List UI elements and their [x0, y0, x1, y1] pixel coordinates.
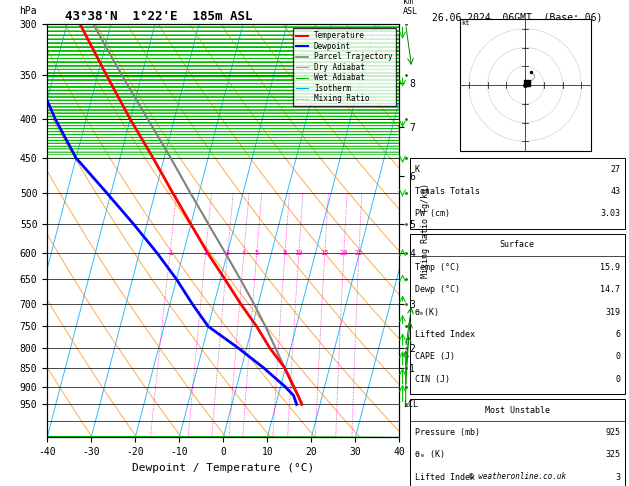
Text: 5: 5 — [255, 250, 259, 256]
Text: PW (cm): PW (cm) — [415, 209, 450, 218]
Text: K: K — [415, 165, 420, 174]
Text: Pressure (mb): Pressure (mb) — [415, 428, 480, 437]
Text: 15.9: 15.9 — [600, 263, 620, 272]
Text: 20: 20 — [340, 250, 348, 256]
Text: 27: 27 — [610, 165, 620, 174]
Text: Totals Totals: Totals Totals — [415, 187, 480, 196]
Text: 3: 3 — [615, 473, 620, 482]
Bar — [410, 399, 625, 486]
Text: 1: 1 — [168, 250, 172, 256]
X-axis label: Dewpoint / Temperature (°C): Dewpoint / Temperature (°C) — [132, 463, 314, 473]
Text: 26.06.2024  06GMT  (Base: 06): 26.06.2024 06GMT (Base: 06) — [432, 12, 603, 22]
Text: 25: 25 — [355, 250, 363, 256]
Text: Surface: Surface — [500, 241, 535, 249]
Text: 3: 3 — [226, 250, 230, 256]
Text: LCL: LCL — [403, 400, 418, 409]
Text: 0: 0 — [615, 375, 620, 383]
Text: 3.03: 3.03 — [600, 209, 620, 218]
Text: 6: 6 — [615, 330, 620, 339]
Text: © weatheronline.co.uk: © weatheronline.co.uk — [469, 472, 566, 481]
Text: 4: 4 — [242, 250, 246, 256]
Text: Most Unstable: Most Unstable — [485, 406, 550, 415]
Text: 325: 325 — [605, 451, 620, 459]
Text: CAPE (J): CAPE (J) — [415, 352, 455, 361]
Text: CIN (J): CIN (J) — [415, 375, 450, 383]
Text: Lifted Index: Lifted Index — [415, 330, 475, 339]
Text: Dewp (°C): Dewp (°C) — [415, 285, 460, 294]
Text: θₑ(K): θₑ(K) — [415, 308, 440, 316]
Bar — [410, 234, 625, 394]
Text: km
ASL: km ASL — [403, 0, 418, 16]
Text: hPa: hPa — [19, 6, 36, 16]
Text: 43: 43 — [610, 187, 620, 196]
Text: 14.7: 14.7 — [600, 285, 620, 294]
Text: θₑ (K): θₑ (K) — [415, 451, 445, 459]
Text: Lifted Index: Lifted Index — [415, 473, 475, 482]
Text: 2: 2 — [203, 250, 208, 256]
Text: 43°38'N  1°22'E  185m ASL: 43°38'N 1°22'E 185m ASL — [65, 10, 252, 23]
Text: 0: 0 — [615, 352, 620, 361]
Text: 10: 10 — [294, 250, 303, 256]
Text: 15: 15 — [321, 250, 329, 256]
Text: Mixing Ratio (g/kg): Mixing Ratio (g/kg) — [421, 183, 430, 278]
Text: Temp (°C): Temp (°C) — [415, 263, 460, 272]
Text: 8: 8 — [283, 250, 287, 256]
Legend: Temperature, Dewpoint, Parcel Trajectory, Dry Adiabat, Wet Adiabat, Isotherm, Mi: Temperature, Dewpoint, Parcel Trajectory… — [293, 28, 396, 106]
Bar — [410, 158, 625, 229]
Text: 319: 319 — [605, 308, 620, 316]
Text: 925: 925 — [605, 428, 620, 437]
